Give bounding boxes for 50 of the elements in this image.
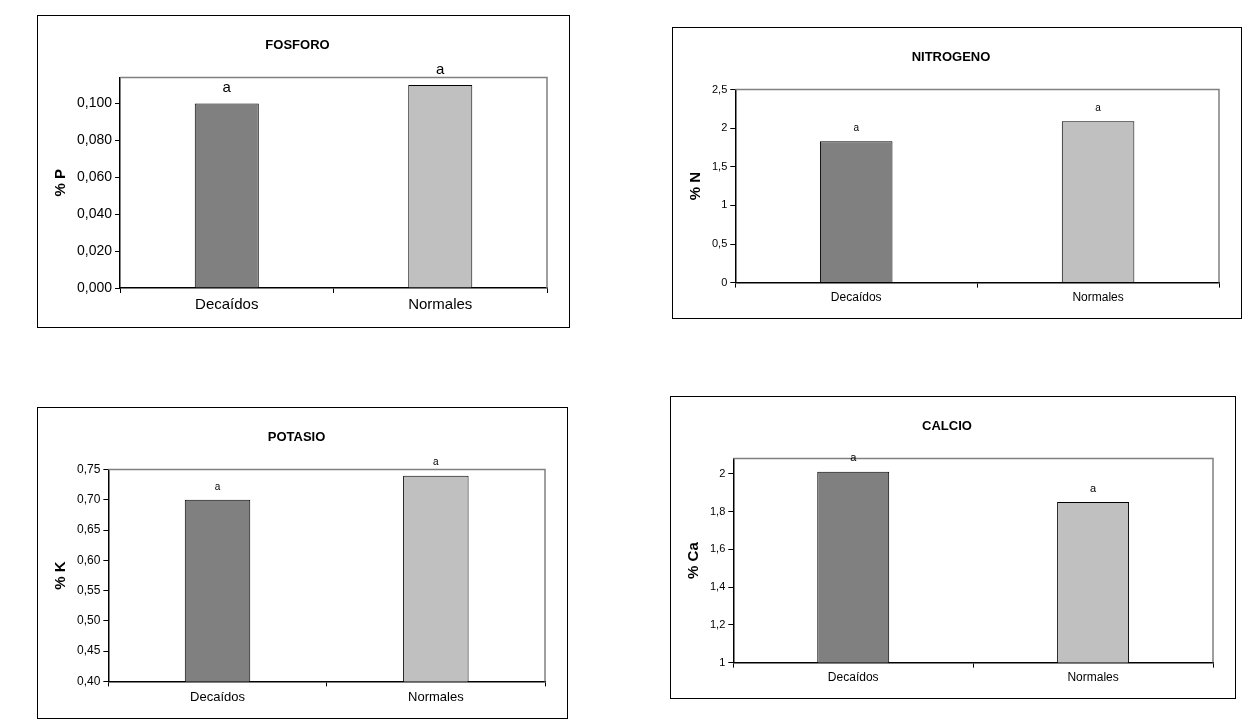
y-tick-label: 1,2 xyxy=(709,617,726,630)
annotation: a xyxy=(850,451,858,464)
chart-title: POTASIO xyxy=(267,429,326,445)
x-tick-label: Decaídos xyxy=(190,688,246,704)
y-tick-label: 0,060 xyxy=(76,168,113,185)
x-tick-label: Normales xyxy=(1072,290,1124,305)
y-tick-label: 1,4 xyxy=(709,580,726,593)
annotation: a xyxy=(853,122,860,134)
y-tick-label: 0,040 xyxy=(76,205,113,222)
y-tick-label: 2,5 xyxy=(711,82,728,95)
chart-title: FOSFORO xyxy=(265,37,330,53)
annotation: a xyxy=(1090,481,1098,494)
y-tick-label: 1,5 xyxy=(711,159,728,172)
x-tick-label: Normales xyxy=(408,295,473,313)
y-tick-label: 0 xyxy=(721,275,728,288)
annotation: a xyxy=(433,456,440,468)
annotation: a xyxy=(436,59,446,77)
y-tick-label: 1 xyxy=(719,655,726,668)
y-tick-label: 0,65 xyxy=(77,522,101,537)
annotation: a xyxy=(222,78,232,96)
chart-title: NITROGENO xyxy=(911,49,991,65)
y-tick-label: 1 xyxy=(721,198,728,211)
annotation: a xyxy=(1095,102,1102,113)
y-tick-label: 0,55 xyxy=(77,582,101,597)
y-axis-title: % P xyxy=(51,169,69,197)
x-tick-label: Decaídos xyxy=(827,670,879,685)
y-tick-label: 0,60 xyxy=(77,552,101,567)
y-tick-label: 1,8 xyxy=(709,504,726,517)
y-tick-label: 0,100 xyxy=(76,94,113,111)
x-tick-label: Decaídos xyxy=(195,295,259,313)
annotation: a xyxy=(214,480,221,492)
y-tick-label: 0,40 xyxy=(77,673,101,688)
y-tick-label: 0,75 xyxy=(77,461,101,476)
y-tick-label: 0,020 xyxy=(76,241,113,258)
y-tick-label: 1,6 xyxy=(709,542,726,555)
y-tick-label: 0,080 xyxy=(76,131,113,148)
y-tick-label: 2 xyxy=(721,121,728,134)
y-tick-label: 0,45 xyxy=(77,643,101,658)
y-axis-title: % Ca xyxy=(684,541,702,579)
y-tick-label: 0,50 xyxy=(77,613,101,628)
x-tick-label: Decaídos xyxy=(830,290,882,305)
y-tick-label: 2 xyxy=(719,466,726,479)
chart-title: CALCIO xyxy=(922,418,972,434)
y-axis-title: % K xyxy=(51,561,69,590)
x-tick-label: Normales xyxy=(1067,670,1119,685)
y-tick-label: 0,70 xyxy=(77,492,101,507)
y-tick-label: 0,5 xyxy=(711,237,728,250)
y-axis-title: % N xyxy=(686,171,704,201)
x-tick-label: Normales xyxy=(408,688,465,704)
y-tick-label: 0,000 xyxy=(76,278,113,295)
